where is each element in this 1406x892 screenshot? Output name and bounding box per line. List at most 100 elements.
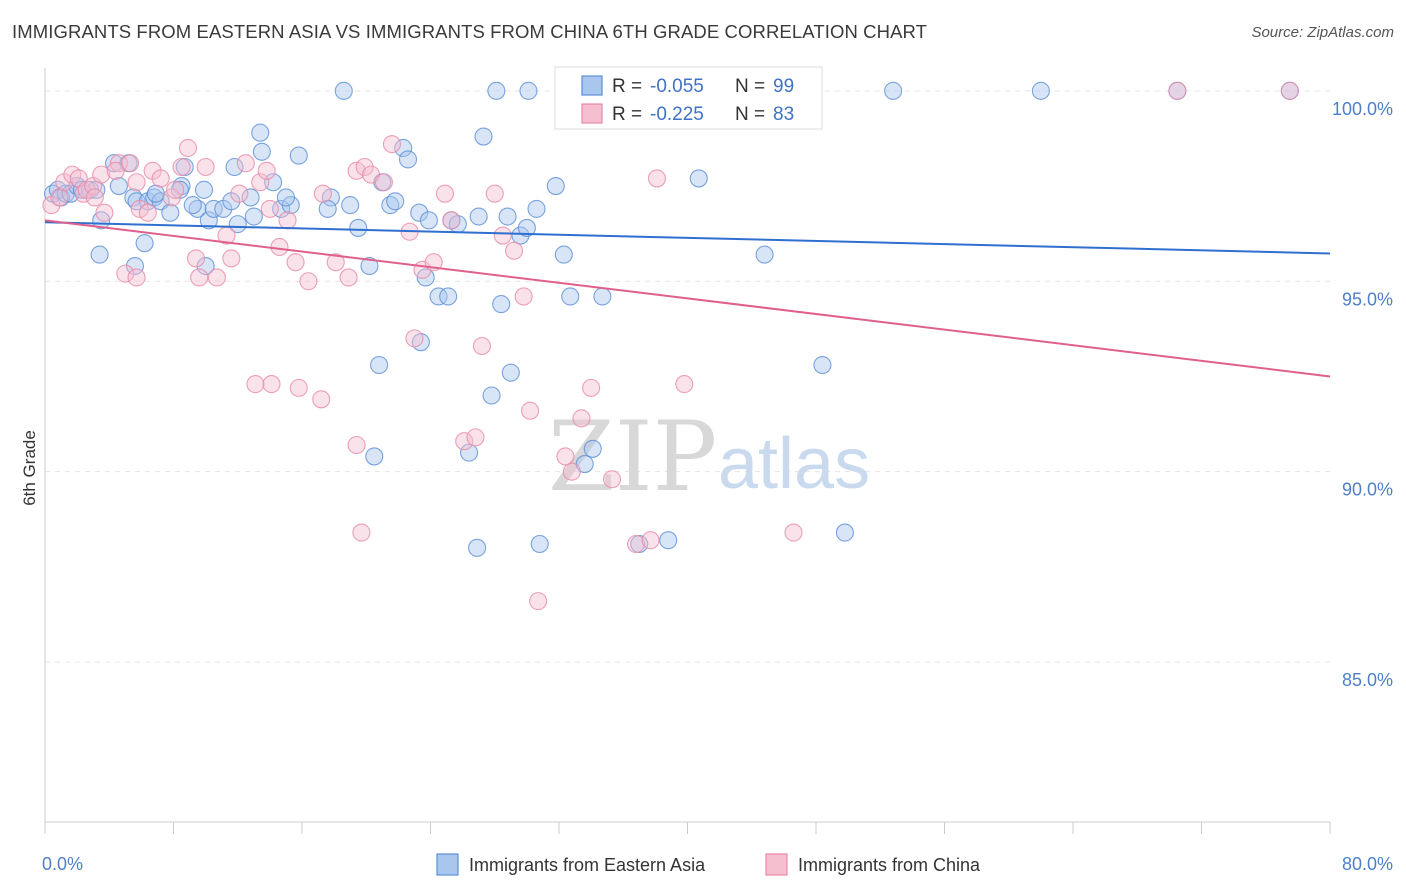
point-china-80 — [347, 435, 366, 455]
point-eastern-asia-66 — [501, 363, 520, 382]
legend-n-value-1: 99 — [773, 76, 794, 97]
point-eastern-asia-51 — [398, 150, 418, 169]
point-china-82 — [246, 375, 265, 394]
point-china-23 — [178, 138, 198, 158]
point-eastern-asia-70 — [530, 534, 549, 554]
point-china-65 — [572, 409, 591, 428]
point-china-69 — [641, 531, 660, 550]
point-china-24 — [166, 180, 185, 199]
point-china-17 — [127, 268, 146, 287]
point-china-79 — [312, 390, 331, 409]
point-eastern-asia-69 — [527, 199, 546, 218]
point-china-70 — [647, 169, 667, 188]
legend-n-label-2: N = — [735, 104, 765, 125]
point-china-59 — [504, 241, 524, 260]
point-china-78 — [289, 378, 308, 397]
point-eastern-asia-36 — [252, 142, 271, 161]
point-china-30 — [222, 249, 241, 268]
point-china-52 — [435, 184, 455, 203]
point-china-81 — [352, 523, 371, 542]
point-eastern-asia-63 — [487, 81, 506, 100]
point-eastern-asia-85 — [835, 523, 854, 542]
point-china-62 — [529, 592, 548, 611]
point-eastern-asia-97 — [183, 196, 202, 215]
y-tick-labels: 100.0% 95.0% 90.0% 85.0% — [1332, 99, 1393, 690]
point-eastern-asia-75 — [583, 439, 602, 458]
point-china-12 — [106, 161, 125, 180]
point-eastern-asia-96 — [228, 215, 247, 234]
point-eastern-asia-79 — [689, 169, 708, 188]
point-china-63 — [556, 447, 575, 466]
point-eastern-asia-34 — [251, 123, 270, 142]
point-china-14 — [127, 173, 146, 192]
point-china-68 — [627, 534, 646, 554]
point-eastern-asia-61 — [474, 127, 493, 146]
point-china-41 — [326, 253, 345, 272]
trend-line-eastern-asia — [44, 221, 1331, 255]
x-tick-label-1: 80.0% — [1342, 854, 1393, 874]
point-eastern-asia-33 — [241, 188, 260, 207]
point-china-58 — [493, 226, 512, 245]
point-china-35 — [260, 199, 279, 218]
point-eastern-asia-98 — [146, 184, 165, 203]
point-eastern-asia-25 — [194, 180, 214, 199]
point-china-55 — [466, 428, 485, 447]
legend-r-value-1: -0.055 — [650, 76, 704, 97]
point-eastern-asia-72 — [554, 245, 573, 264]
y-tick-label-2: 90.0% — [1342, 480, 1393, 500]
point-china-34 — [257, 161, 276, 180]
legend-n-label-1: N = — [735, 76, 765, 97]
y-tick-label-3: 85.0% — [1342, 670, 1393, 690]
point-china-46 — [374, 173, 393, 192]
point-china-49 — [405, 329, 424, 348]
point-china-74 — [784, 523, 803, 542]
point-china-25 — [186, 249, 206, 268]
point-eastern-asia-45 — [360, 256, 379, 276]
point-eastern-asia-83 — [755, 245, 774, 264]
chart-title: IMMIGRANTS FROM EASTERN ASIA VS IMMIGRAN… — [12, 21, 928, 42]
point-eastern-asia-47 — [365, 447, 384, 466]
point-eastern-asia-49 — [386, 192, 405, 211]
point-eastern-asia-37 — [264, 173, 283, 192]
point-eastern-asia-16 — [125, 256, 144, 276]
series-china-points — [42, 81, 1299, 611]
point-eastern-asia-95 — [276, 188, 295, 207]
point-china-42 — [339, 268, 358, 287]
point-china-22 — [172, 157, 191, 177]
point-eastern-asia-86 — [884, 81, 903, 100]
point-china-66 — [582, 378, 601, 397]
point-china-38 — [286, 253, 305, 272]
trend-line-china — [44, 219, 1331, 378]
point-eastern-asia-60 — [468, 538, 487, 557]
x-tick-labels: 0.0% 80.0% — [42, 854, 1393, 874]
point-china-28 — [207, 268, 226, 287]
point-eastern-asia-31 — [225, 157, 244, 177]
point-eastern-asia-11 — [105, 154, 124, 173]
point-china-26 — [190, 268, 209, 287]
point-eastern-asia-46 — [370, 355, 389, 375]
point-eastern-asia-64 — [492, 295, 511, 314]
point-eastern-asia-90 — [519, 81, 538, 100]
point-china-53 — [442, 211, 461, 230]
legend-r-label-2: R = — [612, 104, 642, 125]
point-china-37 — [278, 211, 297, 230]
point-china-16 — [116, 264, 135, 283]
point-china-77 — [262, 375, 281, 394]
point-china-60 — [514, 287, 533, 306]
trend-lines — [44, 219, 1331, 378]
y-tick-label-1: 95.0% — [1342, 289, 1393, 309]
series-eastern-asia-points — [43, 81, 1299, 557]
point-eastern-asia-52 — [410, 203, 429, 222]
legend-label-china: Immigrants from China — [798, 855, 981, 875]
point-china-57 — [485, 184, 504, 203]
legend-r-label-1: R = — [612, 76, 642, 97]
point-china-36 — [270, 237, 289, 257]
point-eastern-asia-17 — [135, 234, 154, 253]
point-eastern-asia-78 — [659, 531, 678, 550]
point-eastern-asia-44 — [349, 218, 368, 237]
point-eastern-asia-84 — [813, 355, 832, 375]
point-eastern-asia-62 — [482, 386, 501, 405]
point-china-39 — [299, 272, 318, 291]
point-eastern-asia-57 — [439, 287, 458, 306]
